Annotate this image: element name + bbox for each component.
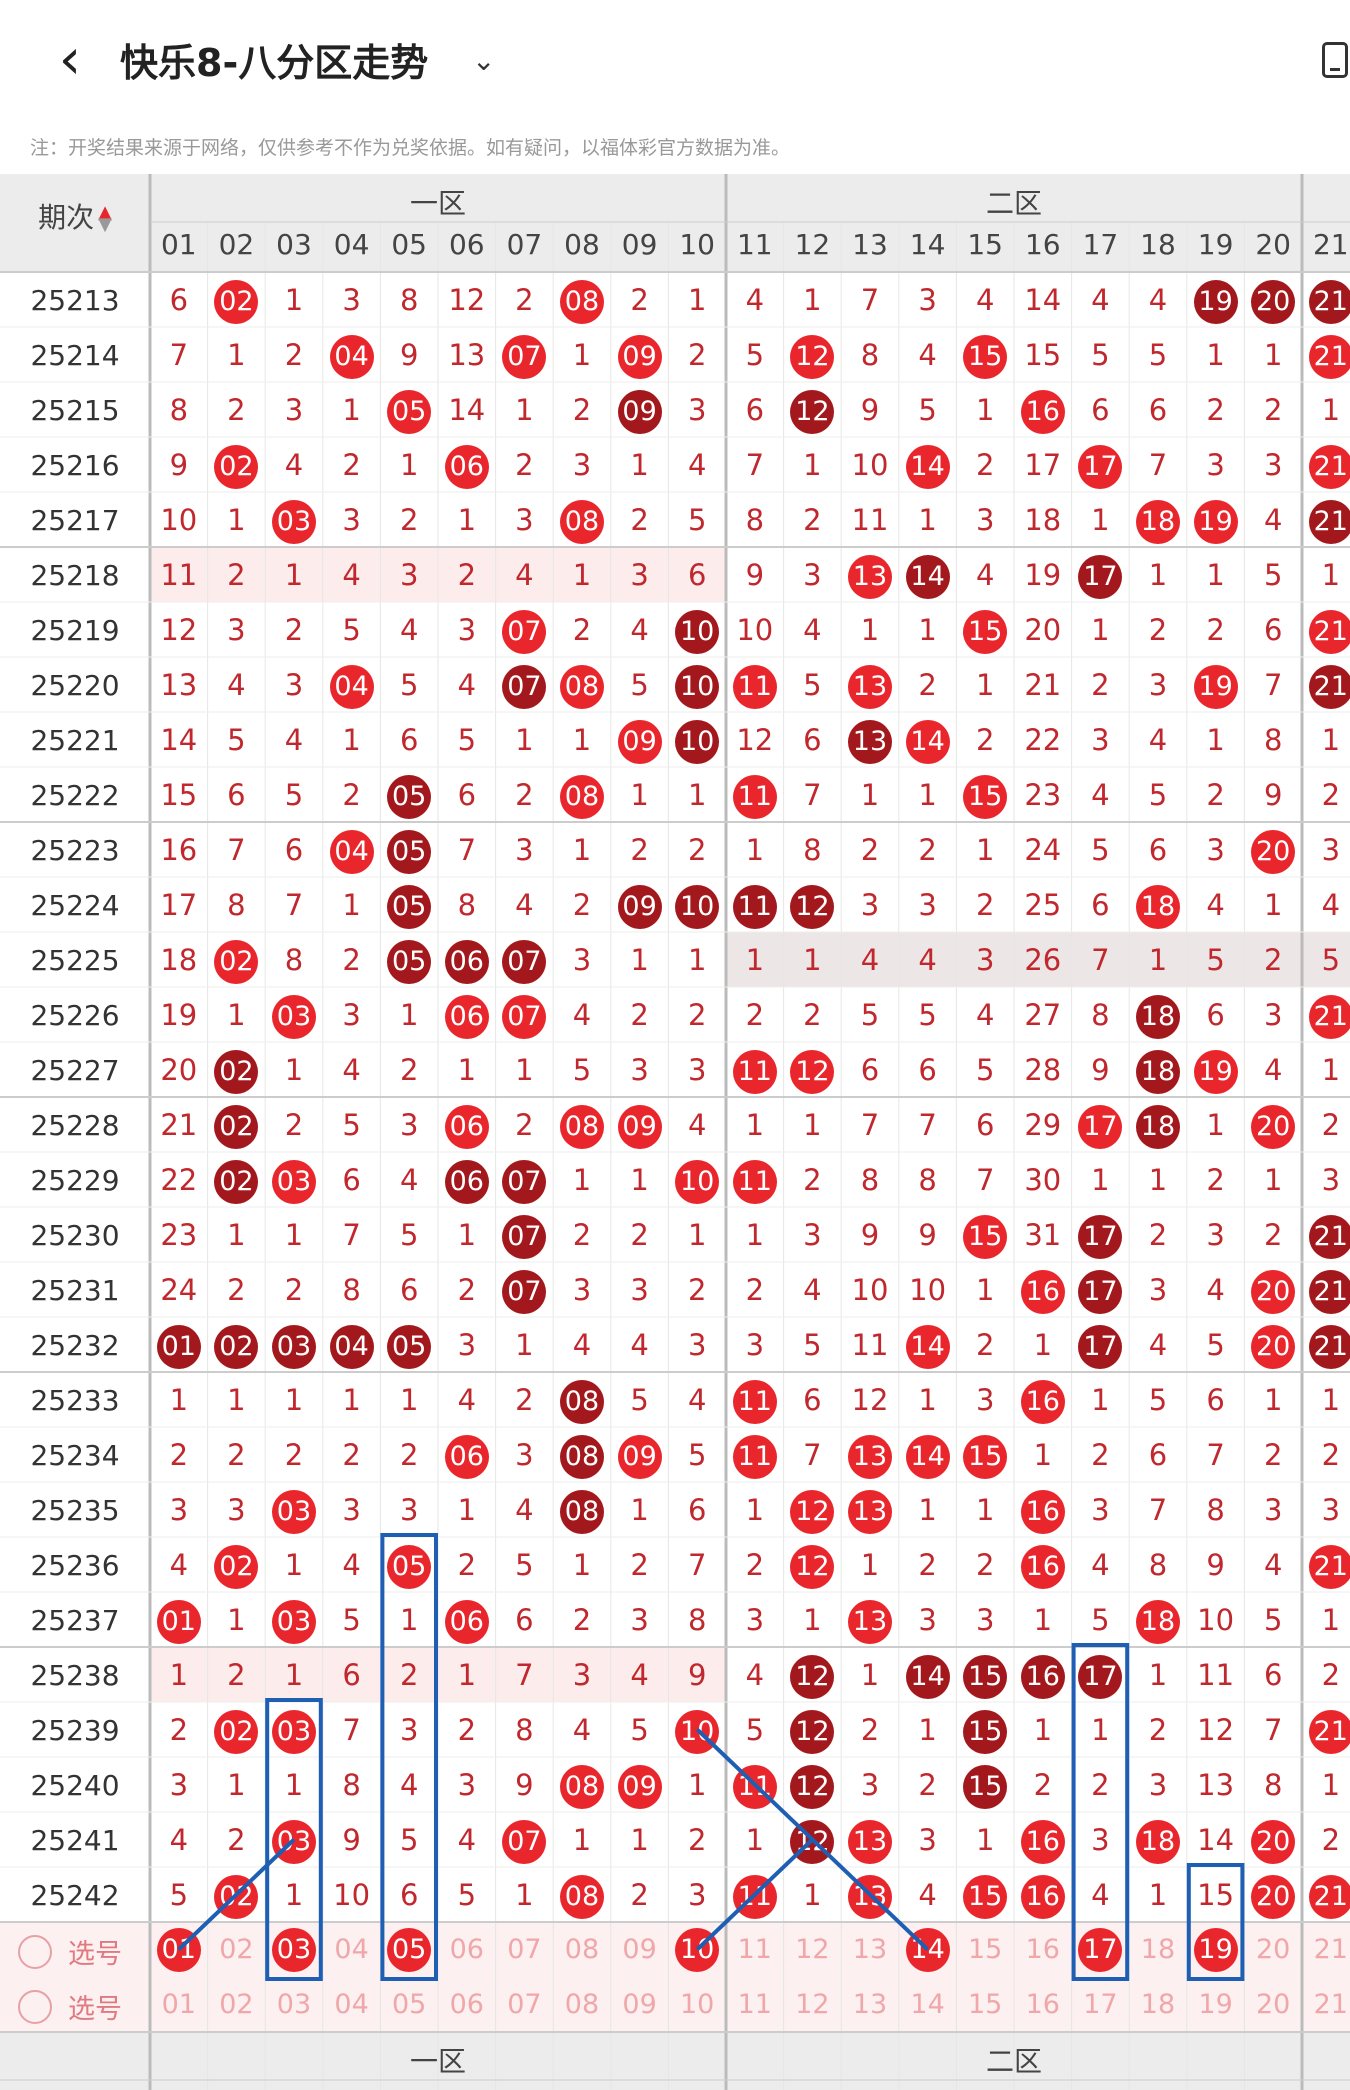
disclaimer-note: 注：开奖结果来源于网络，仅供参考不作为兑奖依据。如有疑问，以福体彩官方数据为准。 — [30, 133, 790, 160]
app-header: ‹ 快乐8-八分区走势 ⌄ — [0, 0, 1350, 125]
trend-table: 期次 ▲ ▼ 一区 二区 01 02 03 04 05 06 07 08 09 10 11 12 13 14 15 16… — [0, 174, 1350, 2090]
chevron-left-icon[interactable]: ‹ — [40, 30, 100, 90]
chevron-down-icon[interactable]: ⌄ — [472, 44, 495, 77]
phone-icon[interactable] — [1322, 42, 1348, 78]
annotation-line — [179, 1840, 294, 1950]
page-title[interactable]: 快乐8-八分区走势 — [120, 32, 428, 87]
grid-lines — [0, 174, 1350, 2090]
